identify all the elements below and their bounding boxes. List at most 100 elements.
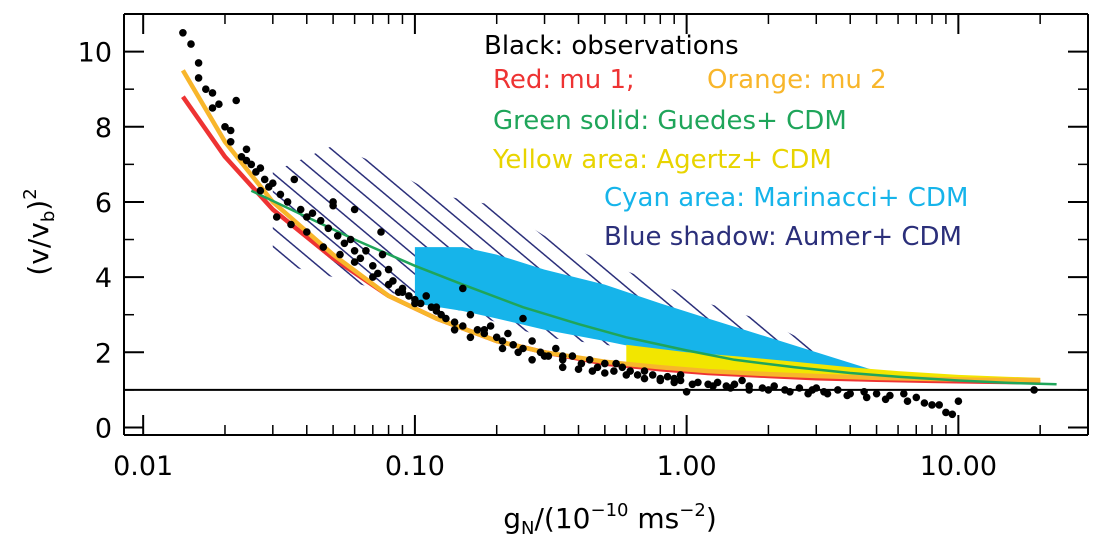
data-point [601,369,609,377]
data-point [770,382,778,390]
data-point [450,326,459,334]
data-point [377,228,385,236]
data-point [350,205,359,214]
data-point [194,74,203,82]
y-axis-title: (v/vb)2 [20,188,59,275]
data-point [296,205,305,214]
data-point [459,322,467,330]
data-point [498,337,507,345]
y-tick-label: 2 [95,338,112,369]
data-point [350,247,359,255]
data-point [843,391,851,400]
y-tick-label: 6 [95,188,112,219]
data-point [272,213,281,221]
data-point [442,314,450,323]
data-point [574,365,583,374]
data-point [221,123,229,131]
data-point [256,164,265,172]
data-point [540,352,549,360]
data-point [329,198,337,206]
data-point [509,341,517,349]
data-point [215,100,223,108]
data-point [585,356,594,364]
data-point [303,213,311,221]
band-region-3 [414,247,877,373]
data-point [473,326,482,334]
legend-entry: Yellow area: Agertz+ CDM [492,145,832,175]
data-point [422,292,431,300]
data-point [663,372,672,381]
data-point [514,348,522,357]
data-point [942,408,950,417]
y-tick-label: 8 [95,113,112,144]
x-axis-title-sub: N [521,518,534,538]
data-point [622,371,631,379]
x-tick-label: 1.00 [657,451,717,482]
data-point [384,280,393,289]
data-point [256,186,265,195]
data-point [903,397,912,406]
x-tick-label: 0.01 [113,451,173,482]
data-point [935,401,943,409]
legend-entry: Green solid: Guedes+ CDM [493,106,847,136]
data-point [319,243,328,251]
data-point [568,352,577,360]
data-point [519,314,527,323]
data-point [356,254,365,263]
y-axis-title-sub: b [38,211,59,222]
data-point [346,235,355,244]
legend-entry: Orange: mu 2 [707,65,887,95]
data-point [709,382,717,390]
data-point [610,367,618,375]
data-point [308,209,317,217]
data-point [226,138,235,146]
data-point [208,104,217,112]
data-point [912,393,921,402]
data-point [676,371,685,379]
data-point [232,96,240,105]
data-point [226,126,235,135]
data-point [872,389,881,398]
data-point [612,359,620,368]
legend: Black: observations Red: mu 1; Orange: mu … [484,31,968,252]
data-point [405,292,413,300]
x-axis-title-close: ) [706,502,717,535]
data-point [640,367,649,375]
data-point [528,337,536,345]
data-point [350,258,359,266]
y-tick-label: 4 [95,263,112,294]
y-tick-label: 0 [95,413,112,444]
data-point [676,376,685,385]
data-point [670,378,678,387]
x-axis-title-mid: /(10 [535,502,591,535]
x-axis-title-tail: ms [629,502,680,535]
x-axis-title-sup1: −10 [591,500,629,521]
data-point [920,399,929,407]
data-point [194,59,203,67]
data-point [290,175,299,184]
data-point [398,288,407,297]
legend-entry: Blue shadow: Aumer+ CDM [604,222,962,252]
legend-entry: Cyan area: Marinacci+ CDM [604,183,968,213]
data-point [411,299,419,308]
legend-entry: Black: observations [484,31,739,61]
data-point [336,250,344,259]
data-point [618,363,627,372]
data-point [384,265,393,274]
data-point [640,374,649,383]
data-point [648,371,657,379]
y-axis-title-open: (v/v [22,222,55,276]
y-tick-label: 10 [78,38,112,69]
data-point [588,367,597,375]
data-point [688,380,697,389]
x-axis-title-base: g [503,502,521,535]
data-point [656,376,665,385]
data-point [369,273,377,281]
data-point [432,303,441,312]
x-axis-title-sup2: −2 [679,500,706,521]
legend-entry: Red: mu 1; [493,65,635,95]
data-point [486,322,495,330]
data-point [466,333,475,342]
data-point [552,344,560,353]
